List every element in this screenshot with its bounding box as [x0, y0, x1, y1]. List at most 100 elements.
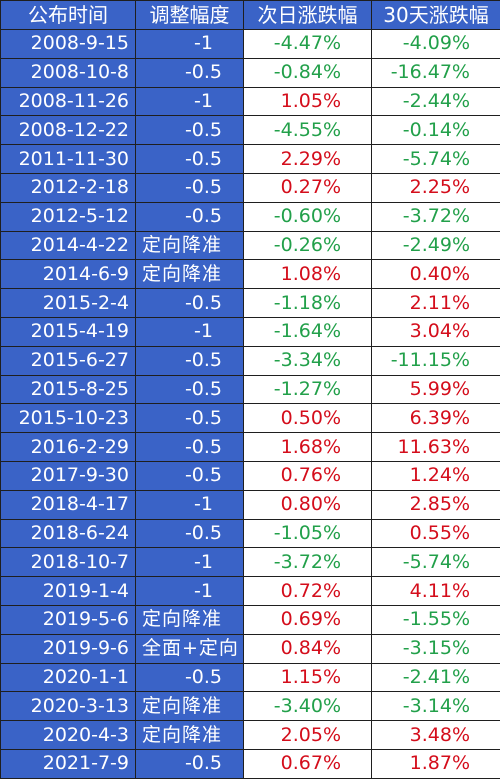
table-row: 2008-9-15-1-4.47%-4.09%: [1, 30, 500, 59]
adjustment-cell: -0.5: [136, 346, 244, 375]
thirty-day-change-cell: 11.63%: [372, 433, 500, 462]
next-day-change-cell: 0.27%: [244, 173, 372, 202]
announce-date-cell: 2015-8-25: [1, 375, 136, 404]
column-header-30-day-change: 30天涨跌幅: [372, 1, 500, 30]
thirty-day-change-cell: -4.09%: [372, 30, 500, 59]
announce-date-cell: 2015-2-4: [1, 289, 136, 318]
thirty-day-change-cell: 5.99%: [372, 375, 500, 404]
adjustment-cell: -0.5: [136, 749, 244, 778]
adjustment-cell: 定向降准: [136, 692, 244, 721]
adjustment-cell: -0.5: [136, 519, 244, 548]
announce-date-cell: 2018-4-17: [1, 490, 136, 519]
adjustment-cell: -0.5: [136, 375, 244, 404]
table-row: 2018-10-7-1-3.72%-5.74%: [1, 548, 500, 577]
thirty-day-change-cell: -3.15%: [372, 634, 500, 663]
announce-date-cell: 2020-4-3: [1, 721, 136, 750]
adjustment-cell: -0.5: [136, 404, 244, 433]
next-day-change-cell: -3.72%: [244, 548, 372, 577]
next-day-change-cell: -3.40%: [244, 692, 372, 721]
next-day-change-cell: 0.69%: [244, 605, 372, 634]
thirty-day-change-cell: -16.47%: [372, 58, 500, 87]
thirty-day-change-cell: -11.15%: [372, 346, 500, 375]
next-day-change-cell: 1.08%: [244, 260, 372, 289]
thirty-day-change-cell: -2.49%: [372, 231, 500, 260]
adjustment-cell: -0.5: [136, 202, 244, 231]
next-day-change-cell: -1.05%: [244, 519, 372, 548]
next-day-change-cell: 1.68%: [244, 433, 372, 462]
thirty-day-change-cell: 3.48%: [372, 721, 500, 750]
next-day-change-cell: -4.55%: [244, 116, 372, 145]
announce-date-cell: 2021-7-9: [1, 749, 136, 778]
adjustment-cell: -0.5: [136, 663, 244, 692]
thirty-day-change-cell: -5.74%: [372, 548, 500, 577]
announce-date-cell: 2018-10-7: [1, 548, 136, 577]
announce-date-cell: 2008-9-15: [1, 30, 136, 59]
announce-date-cell: 2008-10-8: [1, 58, 136, 87]
adjustment-cell: 定向降准: [136, 260, 244, 289]
table-row: 2015-2-4-0.5-1.18%2.11%: [1, 289, 500, 318]
next-day-change-cell: -1.18%: [244, 289, 372, 318]
announce-date-cell: 2017-9-30: [1, 461, 136, 490]
table-row: 2008-10-8-0.5-0.84%-16.47%: [1, 58, 500, 87]
adjustment-cell: 定向降准: [136, 721, 244, 750]
column-header-adjustment: 调整幅度: [136, 1, 244, 30]
announce-date-cell: 2020-1-1: [1, 663, 136, 692]
thirty-day-change-cell: 0.40%: [372, 260, 500, 289]
next-day-change-cell: -4.47%: [244, 30, 372, 59]
adjustment-cell: -0.5: [136, 289, 244, 318]
adjustment-cell: -1: [136, 490, 244, 519]
announce-date-cell: 2012-2-18: [1, 173, 136, 202]
announce-date-cell: 2015-10-23: [1, 404, 136, 433]
next-day-change-cell: 0.72%: [244, 577, 372, 606]
announce-date-cell: 2019-9-6: [1, 634, 136, 663]
adjustment-cell: -1: [136, 548, 244, 577]
table-row: 2008-12-22-0.5-4.55%-0.14%: [1, 116, 500, 145]
thirty-day-change-cell: 2.11%: [372, 289, 500, 318]
next-day-change-cell: 0.84%: [244, 634, 372, 663]
table-row: 2015-6-27-0.5-3.34%-11.15%: [1, 346, 500, 375]
table-row: 2015-8-25-0.5-1.27%5.99%: [1, 375, 500, 404]
adjustment-cell: -0.5: [136, 433, 244, 462]
table-row: 2012-5-12-0.5-0.60%-3.72%: [1, 202, 500, 231]
next-day-change-cell: 0.50%: [244, 404, 372, 433]
announce-date-cell: 2011-11-30: [1, 145, 136, 174]
next-day-change-cell: 0.80%: [244, 490, 372, 519]
next-day-change-cell: 1.15%: [244, 663, 372, 692]
announce-date-cell: 2012-5-12: [1, 202, 136, 231]
adjustment-cell: -0.5: [136, 173, 244, 202]
thirty-day-change-cell: -3.14%: [372, 692, 500, 721]
thirty-day-change-cell: 4.11%: [372, 577, 500, 606]
adjustment-cell: -0.5: [136, 461, 244, 490]
thirty-day-change-cell: -1.55%: [372, 605, 500, 634]
adjustment-cell: -1: [136, 30, 244, 59]
adjustment-cell: -0.5: [136, 116, 244, 145]
next-day-change-cell: -0.84%: [244, 58, 372, 87]
next-day-change-cell: 0.76%: [244, 461, 372, 490]
adjustment-cell: 定向降准: [136, 605, 244, 634]
next-day-change-cell: 1.05%: [244, 87, 372, 116]
table-row: 2018-6-24-0.5-1.05%0.55%: [1, 519, 500, 548]
next-day-change-cell: 0.67%: [244, 749, 372, 778]
adjustment-cell: 定向降准: [136, 231, 244, 260]
thirty-day-change-cell: -3.72%: [372, 202, 500, 231]
announce-date-cell: 2015-6-27: [1, 346, 136, 375]
column-header-announce-date: 公布时间: [1, 1, 136, 30]
adjustment-cell: 全面+定向: [136, 634, 244, 663]
thirty-day-change-cell: 2.85%: [372, 490, 500, 519]
thirty-day-change-cell: -5.74%: [372, 145, 500, 174]
next-day-change-cell: -0.60%: [244, 202, 372, 231]
thirty-day-change-cell: -0.14%: [372, 116, 500, 145]
